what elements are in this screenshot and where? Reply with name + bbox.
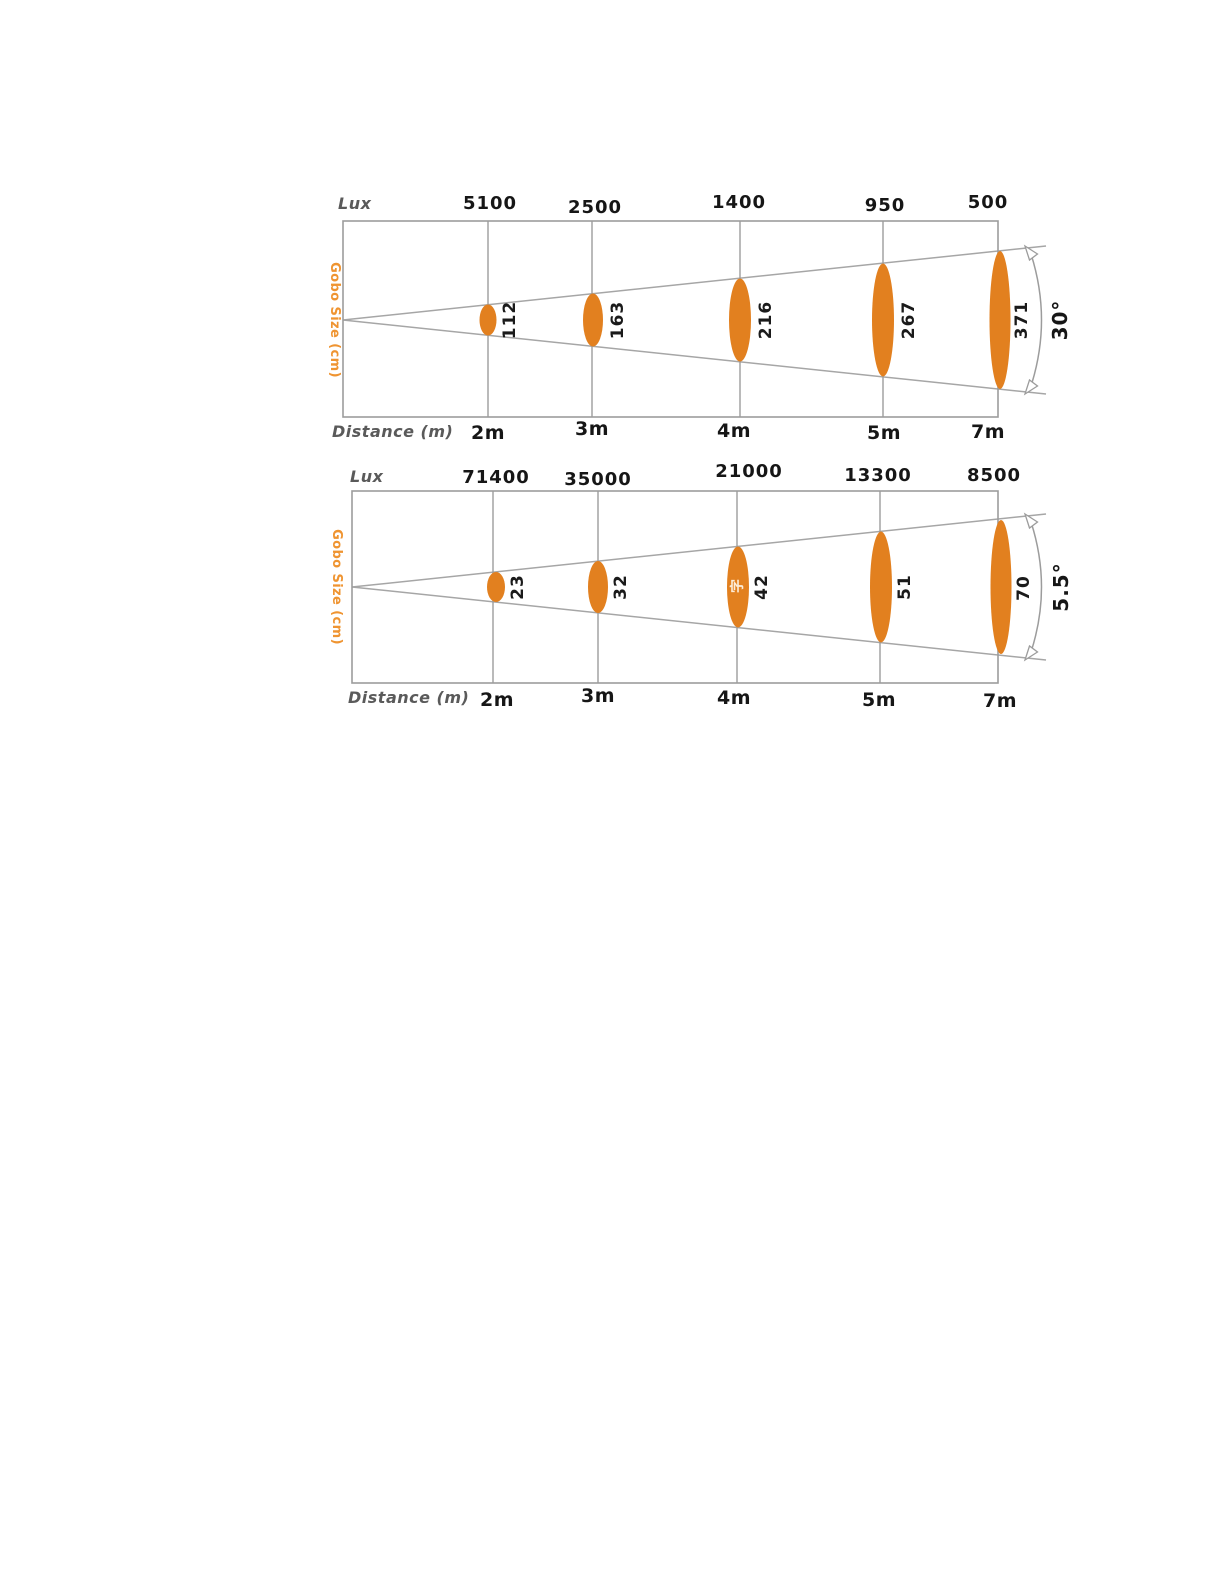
lux-value-3m: 35000 bbox=[564, 469, 632, 490]
gobo-size-label-3m: 32 bbox=[611, 574, 631, 600]
gobo-size-label-7m: 70 bbox=[1014, 575, 1034, 601]
gobo-size-axis-label: Gobo Size (cm) bbox=[327, 262, 342, 378]
lux-axis-label: Lux bbox=[338, 194, 372, 213]
beam-diagram-5p5deg: Lux 71400 35000 21000 13300 8500 Gobo Si… bbox=[329, 458, 1110, 728]
beam-cone-lower-line bbox=[342, 319, 1047, 395]
beam-spot-2m bbox=[479, 304, 497, 336]
beam-cone-upper-line bbox=[351, 513, 1047, 588]
arc-arrow-up-icon bbox=[1023, 244, 1039, 262]
beam-angle-label: 30° bbox=[1048, 299, 1072, 341]
beam-diagram-30deg: Lux 5100 2500 1400 950 500 Gobo Size (cm… bbox=[327, 188, 1110, 458]
lux-value-7m: 500 bbox=[967, 192, 1009, 213]
beam-cone-lower-line bbox=[351, 586, 1047, 661]
distance-axis-label: Distance (m) bbox=[332, 422, 454, 441]
beam-spot-7m bbox=[989, 251, 1011, 389]
gobo-size-axis-label: Gobo Size (cm) bbox=[329, 529, 344, 645]
beam-cone-upper-line bbox=[342, 245, 1047, 321]
beam-angle-arc bbox=[1030, 521, 1043, 653]
beam-spot-5m bbox=[870, 531, 892, 643]
beam-spot-4m bbox=[727, 546, 749, 628]
beam-diagram-5p5deg-graphics bbox=[351, 490, 1047, 684]
lux-value-4m: 1400 bbox=[711, 192, 767, 213]
distance-label-2m: 2m bbox=[479, 689, 515, 711]
lux-axis-label: Lux bbox=[350, 467, 384, 486]
distance-label-7m: 7m bbox=[982, 690, 1018, 712]
lux-value-3m: 2500 bbox=[567, 197, 623, 218]
arc-arrow-down-icon bbox=[1023, 378, 1039, 396]
distance-axis-label: Distance (m) bbox=[348, 688, 470, 707]
beam-spot-3m bbox=[588, 561, 608, 613]
gobo-size-label-2m: 112 bbox=[500, 300, 520, 340]
beam-spot-7m bbox=[990, 520, 1012, 654]
beam-angle-arc bbox=[1030, 253, 1043, 387]
gobo-size-label-3m: 163 bbox=[608, 300, 628, 340]
beam-spot-3m bbox=[583, 293, 603, 347]
beam-angle-label: 5.5° bbox=[1049, 562, 1073, 612]
lux-value-5m: 950 bbox=[864, 195, 906, 216]
lux-value-4m: 21000 bbox=[715, 461, 783, 482]
arc-arrow-up-icon bbox=[1023, 512, 1039, 530]
gobo-size-label-5m: 267 bbox=[899, 300, 919, 340]
beam-spot-4m bbox=[729, 278, 751, 362]
gobo-size-label-7m: 371 bbox=[1012, 300, 1032, 340]
distance-label-3m: 3m bbox=[574, 418, 610, 440]
gobo-size-label-5m: 51 bbox=[895, 574, 915, 600]
lux-value-5m: 13300 bbox=[844, 465, 912, 486]
lux-value-2m: 71400 bbox=[462, 467, 530, 488]
arc-arrow-down-icon bbox=[1023, 644, 1039, 662]
distance-label-5m: 5m bbox=[861, 689, 897, 711]
watermark-glyph: 字 bbox=[730, 579, 746, 593]
distance-label-4m: 4m bbox=[716, 687, 752, 709]
distance-label-4m: 4m bbox=[716, 420, 752, 442]
beam-spot-2m bbox=[487, 572, 505, 602]
gobo-size-label-4m: 216 bbox=[756, 300, 776, 340]
gobo-size-label-4m: 42 bbox=[752, 574, 772, 600]
lux-value-7m: 8500 bbox=[966, 465, 1022, 486]
distance-label-5m: 5m bbox=[866, 422, 902, 444]
beam-spot-5m bbox=[872, 263, 894, 377]
distance-label-7m: 7m bbox=[970, 421, 1006, 443]
beam-diagram-30deg-graphics bbox=[342, 220, 1047, 418]
lux-value-2m: 5100 bbox=[462, 193, 518, 214]
distance-label-3m: 3m bbox=[580, 685, 616, 707]
gobo-size-label-2m: 23 bbox=[508, 574, 528, 600]
distance-label-2m: 2m bbox=[470, 422, 506, 444]
